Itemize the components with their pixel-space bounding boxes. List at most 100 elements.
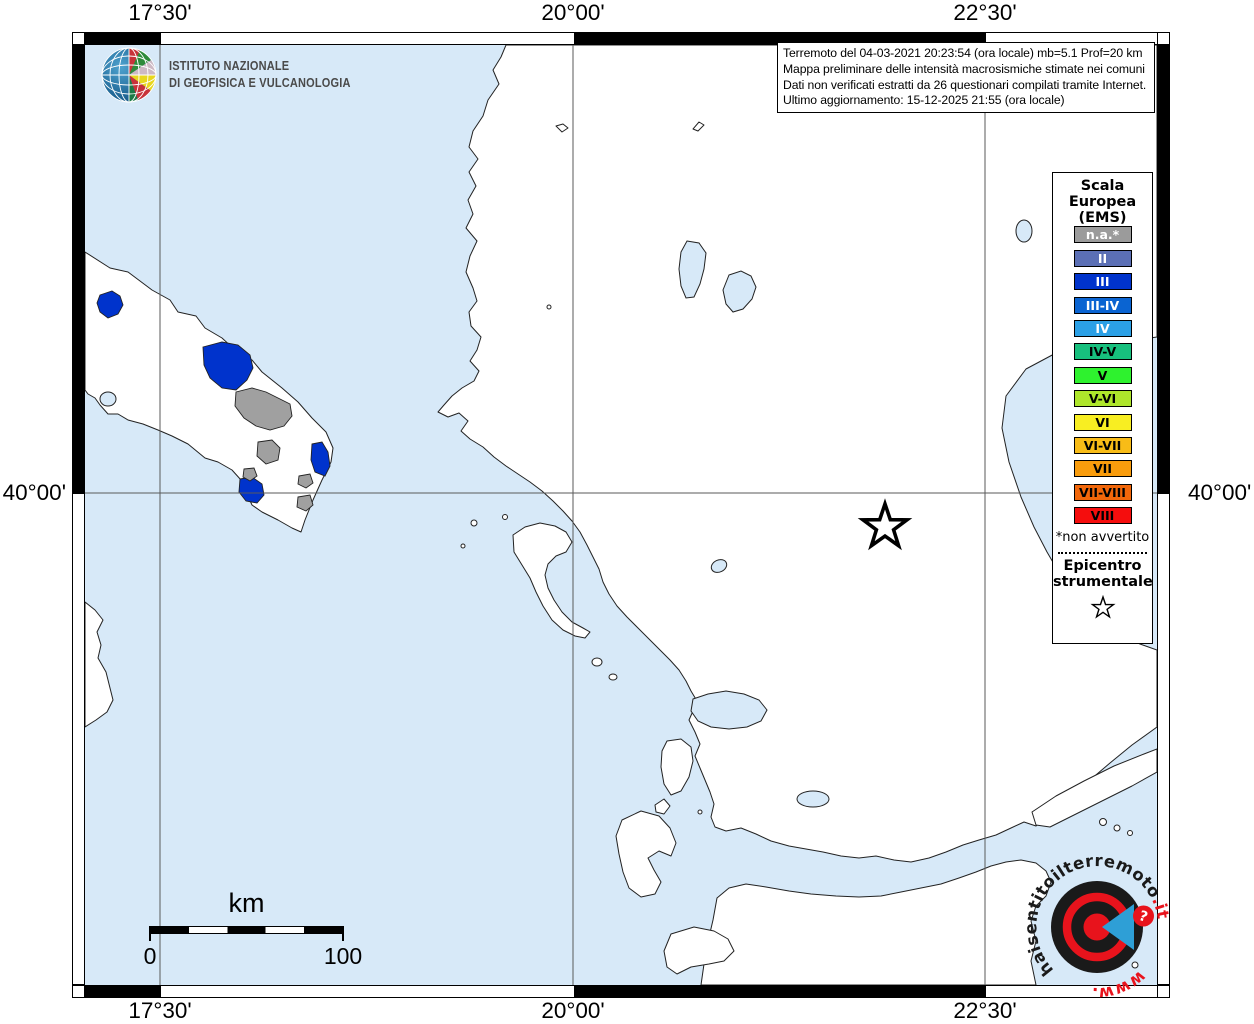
- axis-label-bottom-17-30: 17°30': [128, 998, 192, 1023]
- municipality-not-felt: [256, 439, 281, 465]
- legend-epicenter-line2: strumentale: [1053, 574, 1153, 591]
- lake-pamvotis: [710, 559, 728, 573]
- land-calabria: [85, 601, 114, 728]
- frame-corner: [1157, 985, 1170, 998]
- island-paxos: [591, 657, 603, 667]
- island-zakynthos: [663, 926, 735, 975]
- map-frame-bottom: [72, 985, 1170, 998]
- islet: [502, 514, 508, 520]
- legend-footnote: *non avvertito: [1055, 530, 1150, 546]
- islet-echinades: [697, 809, 703, 815]
- island-evia: [1031, 748, 1157, 828]
- lake-trichonida: [796, 790, 830, 808]
- axis-label-bottom-22-30: 22°30': [953, 998, 1017, 1023]
- event-info-line2: Mappa preliminare delle intensità macros…: [783, 61, 1145, 76]
- islet: [470, 519, 478, 527]
- ingv-name: ISTITUTO NAZIONALE DI GEOFISICA E VULCAN…: [169, 58, 351, 92]
- scalebar-tick-start: [149, 926, 151, 941]
- legend-swatch-v-vi: V-VI: [1073, 390, 1132, 408]
- legend-swatch-iv-v: IV-V: [1073, 343, 1132, 361]
- legend-divider: [1058, 552, 1147, 555]
- islet: [546, 304, 552, 310]
- municipalities: [96, 290, 331, 512]
- ingv-globe-icon: [101, 47, 157, 103]
- legend-swatch-iii: III: [1073, 273, 1132, 291]
- map-frame-right: [1157, 45, 1170, 985]
- axis-label-left-40-00: 40°00': [2, 480, 66, 505]
- legend-swatch-na: n.a.*: [1073, 226, 1132, 244]
- lake-ohrid: [678, 240, 707, 299]
- legend-swatch-iii-iv: III-IV: [1073, 296, 1132, 314]
- ingv-name-line1: ISTITUTO NAZIONALE: [169, 59, 290, 73]
- legend-epicenter-line1: Epicentro: [1063, 558, 1142, 575]
- graticule: [85, 45, 1157, 985]
- municipality-not-felt: [297, 473, 314, 489]
- legend-swatch-vi-vii: VI-VII: [1073, 436, 1132, 454]
- legend-swatch-ii: II: [1073, 249, 1132, 267]
- legend-swatch-vii: VII: [1073, 460, 1132, 478]
- legend-epicenter-star-icon: [1053, 595, 1152, 625]
- event-info-box: Terremoto del 04-03-2021 20:23:54 (ora l…: [777, 42, 1155, 114]
- axis-label-bottom-20-00: 20°00': [541, 998, 605, 1023]
- frame-corner: [72, 985, 85, 998]
- legend-swatch-vii-viii: VII-VIII: [1073, 483, 1132, 501]
- lake-prespa: [722, 270, 757, 313]
- frame-corner: [72, 32, 85, 45]
- axis-label-right-40-00: 40°00': [1188, 480, 1252, 505]
- island-corfu: [512, 522, 591, 639]
- land-peloponnese: [700, 859, 1052, 985]
- scalebar-tick-end: [342, 926, 344, 941]
- axis-label-top-20-00: 20°00': [541, 0, 605, 25]
- taranto-lagoon: [99, 391, 117, 407]
- islet: [1131, 961, 1139, 969]
- scalebar-start-label: 0: [143, 943, 157, 969]
- municipality-not-felt: [296, 494, 314, 512]
- haisentitoilterremoto-watermark: ? haisentitoilterremoto.it www.: [1021, 851, 1172, 1000]
- islet-sazan: [555, 123, 569, 133]
- municipality-not-felt: [234, 387, 293, 431]
- watermark-question-badge: [1133, 905, 1154, 927]
- lake-butrint: [1015, 219, 1033, 243]
- legend-swatch-v: V: [1073, 366, 1132, 384]
- watermark-target-center: [1083, 913, 1111, 941]
- islet: [460, 543, 466, 549]
- island-antipaxos: [608, 673, 618, 681]
- scalebar: [150, 926, 343, 934]
- scalebar-unit: km: [228, 888, 265, 918]
- epicenter-star: [857, 498, 913, 551]
- island-skiathos: [1099, 818, 1107, 826]
- municipality-intensity-iii: [310, 441, 331, 477]
- legend-swatch-viii: VIII: [1073, 507, 1132, 525]
- island-ithaca: [654, 798, 671, 815]
- inland-waters: [99, 219, 1033, 808]
- municipality-not-felt: [242, 467, 258, 482]
- legend-title-line1: Scala: [1080, 178, 1125, 194]
- islet: [692, 121, 705, 132]
- legend-title-line2: Europea: [1068, 193, 1137, 210]
- island-kefalonia: [615, 810, 677, 898]
- island-skopelos: [1113, 824, 1121, 832]
- watermark-pointer-icon: [1102, 904, 1134, 950]
- ems-scale-legend: Scala Europea (EMS) n.a.* II III III-IV …: [1052, 172, 1153, 644]
- axis-label-top-22-30: 22°30': [953, 0, 1017, 25]
- event-info-line4: Ultimo aggiornamento: 15-12-2025 21:55 (…: [783, 93, 1065, 108]
- coastlines: [85, 45, 1157, 985]
- ingv-logo: ISTITUTO NAZIONALE DI GEOFISICA E VULCAN…: [100, 46, 375, 104]
- event-info-line3: Dati non verificati estratti da 26 quest…: [783, 77, 1147, 92]
- ingv-name-line2: DI GEOFISICA E VULCANOLOGIA: [169, 76, 351, 90]
- legend-swatch-iv: IV: [1073, 319, 1132, 337]
- land-balkans: [437, 45, 1157, 863]
- islet: [1127, 830, 1133, 836]
- legend-swatch-vi: VI: [1073, 413, 1132, 431]
- scalebar-end-label: 100: [323, 943, 363, 969]
- legend-title-line3: (EMS): [1078, 209, 1127, 226]
- event-info-line1: Terremoto del 04-03-2021 20:23:54 (ora l…: [783, 46, 1143, 60]
- municipality-intensity-iii: [202, 341, 254, 391]
- gulf-amvrakia: [690, 690, 768, 730]
- municipality-intensity-iii: [96, 290, 124, 319]
- map-frame-left: [72, 45, 85, 985]
- frame-corner: [1157, 32, 1170, 45]
- island-lefkada: [660, 738, 694, 796]
- macroseismic-map: [85, 45, 1157, 985]
